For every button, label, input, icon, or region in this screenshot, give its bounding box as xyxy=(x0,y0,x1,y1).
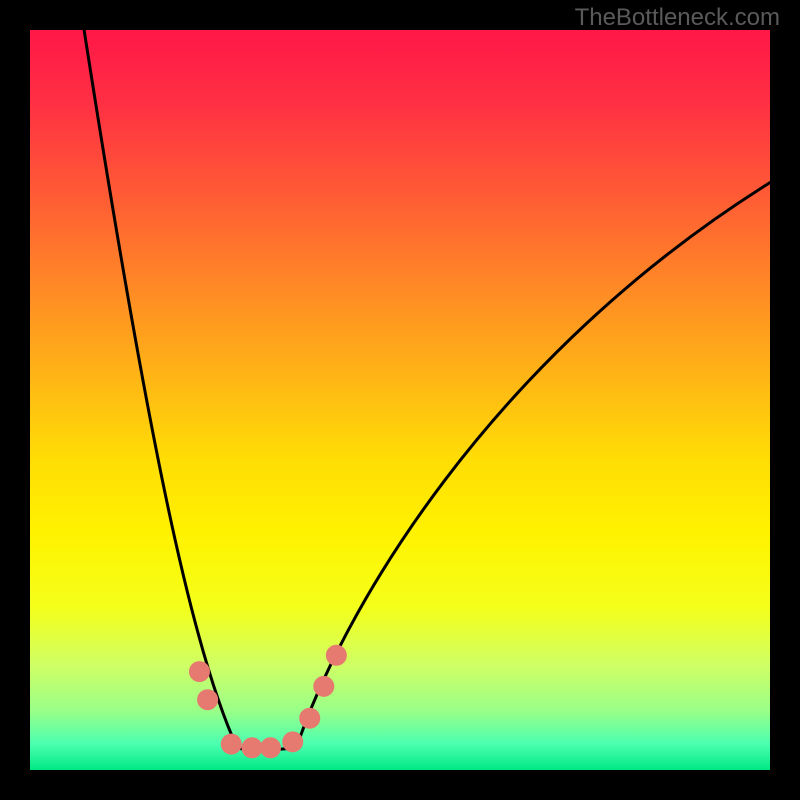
curve-marker xyxy=(300,708,320,728)
curve-marker xyxy=(261,738,281,758)
plot-background xyxy=(30,30,770,770)
curve-marker xyxy=(314,676,334,696)
curve-marker xyxy=(221,734,241,754)
curve-marker xyxy=(326,645,346,665)
watermark-text: TheBottleneck.com xyxy=(575,4,780,32)
curve-marker xyxy=(198,690,218,710)
bottleneck-curve-chart xyxy=(0,0,800,800)
curve-marker xyxy=(189,662,209,682)
curve-marker xyxy=(242,738,262,758)
chart-stage: TheBottleneck.com xyxy=(0,0,800,800)
curve-marker xyxy=(283,732,303,752)
